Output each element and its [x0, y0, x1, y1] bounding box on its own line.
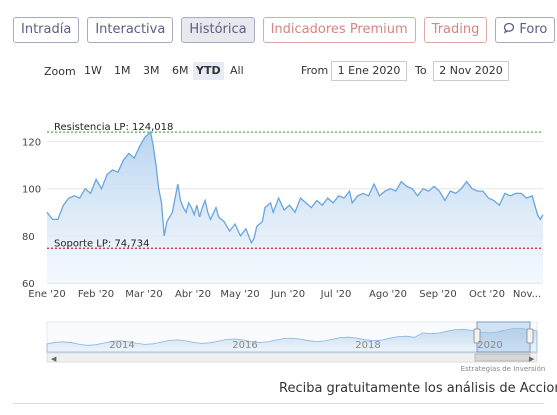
- x-tick-label: Nov...: [513, 289, 541, 300]
- x-tick-label: May '20: [220, 289, 259, 300]
- range-to-input[interactable]: 2 Nov 2020: [433, 61, 509, 81]
- range-from-label: From: [301, 64, 329, 77]
- x-tick-label: Jul '20: [320, 289, 352, 300]
- chat-bubble-icon: [503, 18, 515, 42]
- zoom-label: Zoom: [44, 65, 76, 78]
- price-chart[interactable]: Resistencia LP: 124,018 Soporte LP: 74,73…: [0, 0, 557, 375]
- tab-interactiva[interactable]: Interactiva: [87, 17, 174, 43]
- x-tick-label: Ene '20: [28, 289, 65, 300]
- range-from-input[interactable]: 1 Ene 2020: [331, 61, 407, 81]
- x-tick-label: Oct '20: [469, 289, 505, 300]
- tab-indicadores-premium[interactable]: Indicadores Premium: [262, 17, 416, 43]
- support-label: Soporte LP: 74,734: [54, 238, 149, 249]
- footer-promo-text[interactable]: Reciba gratuitamente los análisis de Acc…: [279, 381, 557, 396]
- y-tick-label: 100: [22, 185, 41, 196]
- zoom-all-button[interactable]: All: [230, 64, 244, 77]
- zoom-6m-button[interactable]: 6M: [172, 64, 189, 77]
- x-tick-label: Abr '20: [175, 289, 211, 300]
- navigator-scrollbar-thumb: [474, 353, 531, 362]
- navigator-left-handle: [473, 328, 481, 344]
- tab-intradia[interactable]: Intradía: [13, 17, 80, 43]
- navigator-scrollbar: [46, 352, 538, 363]
- zoom-1w-button[interactable]: 1W: [84, 64, 102, 77]
- y-tick-label: 120: [22, 138, 41, 149]
- navigator-year-label: 2014: [109, 340, 134, 351]
- price-area: [47, 132, 543, 283]
- tab-historica[interactable]: Histórica: [181, 17, 255, 43]
- x-tick-label: Jun '20: [270, 289, 305, 300]
- tab-foro[interactable]: Foro: [495, 17, 556, 43]
- x-tick-label: Sep '20: [419, 289, 457, 300]
- footer-divider: [13, 403, 544, 404]
- chart-tabs: Intradía Interactiva Histórica Indicador…: [13, 17, 556, 43]
- resistance-label: Resistencia LP: 124,018: [54, 122, 173, 133]
- scroll-left-arrow: ◀: [51, 355, 57, 363]
- navigator-year-label: 2016: [232, 340, 257, 351]
- navigator-right-handle: [526, 328, 534, 344]
- zoom-3m-button[interactable]: 3M: [143, 64, 160, 77]
- price-line: [46, 130, 544, 245]
- y-tick-label: 60: [22, 279, 35, 290]
- zoom-ytd-button[interactable]: YTD: [193, 62, 224, 80]
- x-tick-label: Mar '20: [125, 289, 163, 300]
- y-tick-label: 80: [22, 232, 35, 243]
- navigator-year-label: 2018: [355, 340, 380, 351]
- scroll-right-arrow: ▶: [529, 355, 535, 363]
- tab-trading[interactable]: Trading: [423, 17, 488, 43]
- chart-credit: Estrategias de Inversión: [461, 365, 546, 373]
- x-tick-label: Feb '20: [78, 289, 114, 300]
- navigator-year-label: 2020: [477, 340, 502, 351]
- x-tick-label: Ago '20: [369, 289, 407, 300]
- range-to-label: To: [415, 64, 427, 77]
- zoom-1m-button[interactable]: 1M: [114, 64, 131, 77]
